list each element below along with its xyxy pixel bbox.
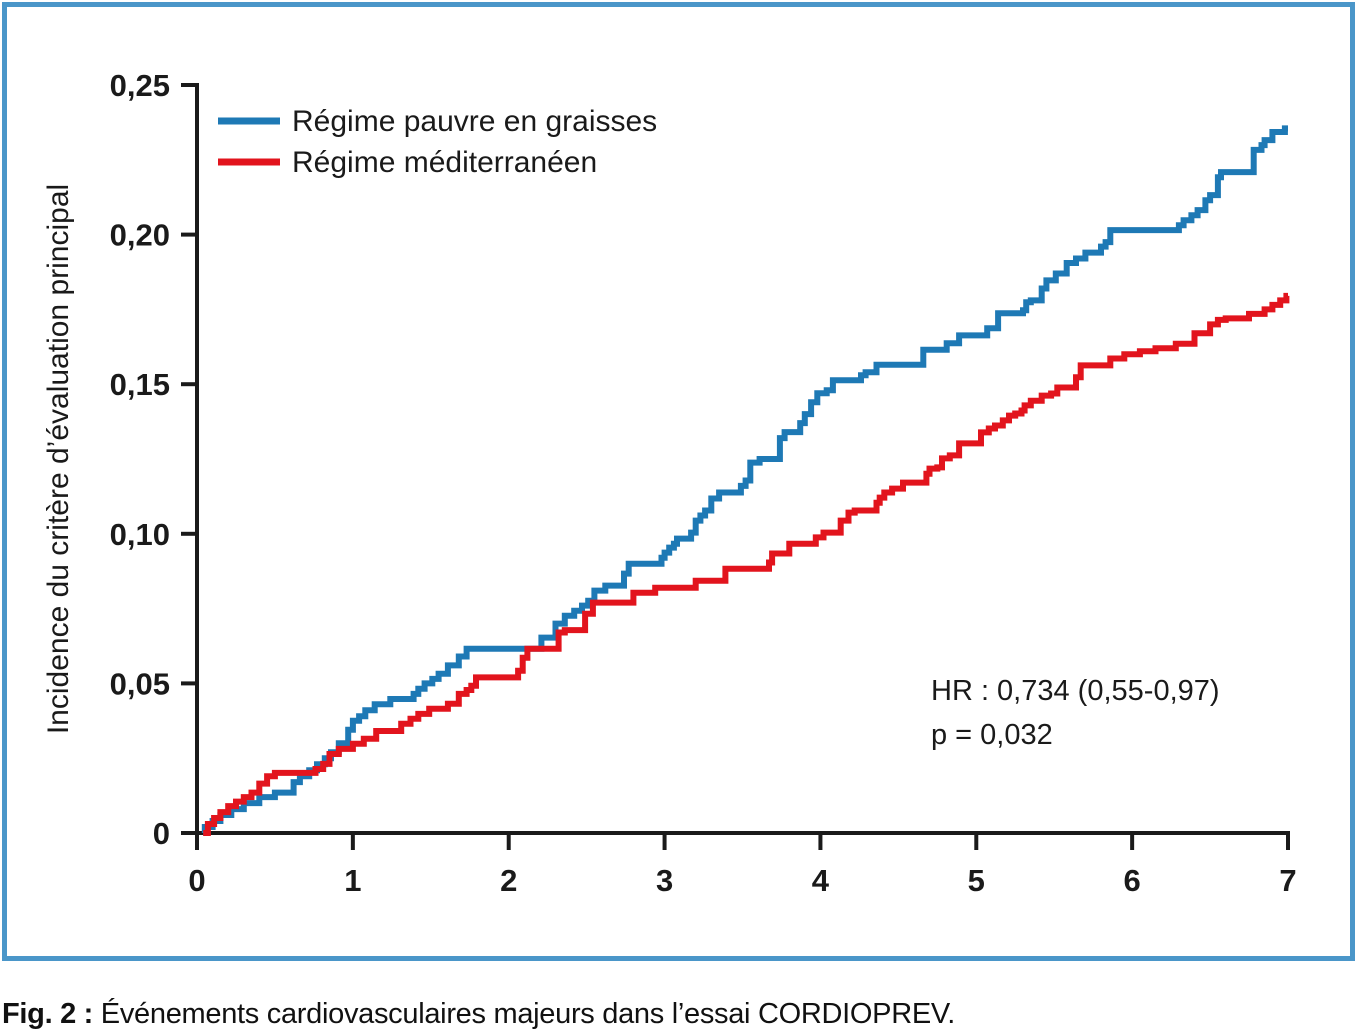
hr-annotation-line1: HR : 0,734 (0,55-0,97) — [931, 675, 1220, 707]
x-tick-label: 1 — [344, 863, 361, 898]
hr-annotation: HR : 0,734 (0,55-0,97) p = 0,032 — [931, 675, 1220, 751]
x-tick-label: 7 — [1279, 863, 1296, 898]
y-axis-title: Incidence du critère d’évaluation princi… — [42, 184, 75, 734]
x-tick-label: 3 — [656, 863, 673, 898]
legend-mediterranean-label: Régime méditerranéen — [292, 146, 597, 179]
legend-lowfat-label: Régime pauvre en graisses — [292, 105, 657, 138]
legend: Régime pauvre en graisses Régime méditer… — [218, 105, 657, 179]
figure-caption: Fig. 2 : Événements cardiovasculaires ma… — [2, 998, 955, 1031]
y-tick-label: 0,25 — [110, 68, 170, 103]
y-axis-ticks: 0 0,05 0,10 0,15 0,20 0,25 — [110, 68, 197, 851]
y-tick-label: 0,20 — [110, 218, 170, 253]
x-tick-label: 6 — [1124, 863, 1141, 898]
y-tick-label: 0,05 — [110, 666, 170, 701]
x-axis-ticks: 0 1 2 3 4 5 6 7 — [188, 833, 1297, 898]
lowfat-diet-curve — [201, 125, 1288, 836]
figure-caption-label: Fig. 2 : — [2, 998, 94, 1030]
y-tick-label: 0,10 — [110, 517, 170, 552]
hr-annotation-line2: p = 0,032 — [931, 719, 1053, 751]
x-tick-label: 4 — [812, 863, 830, 898]
figure-caption-text: Événements cardiovasculaires majeurs dan… — [93, 998, 956, 1030]
y-tick-label: 0,15 — [110, 367, 170, 402]
x-tick-label: 0 — [188, 863, 205, 898]
mediterranean-diet-curve — [203, 292, 1290, 836]
y-tick-label: 0 — [153, 816, 170, 851]
x-tick-label: 5 — [968, 863, 985, 898]
x-tick-label: 2 — [500, 863, 517, 898]
